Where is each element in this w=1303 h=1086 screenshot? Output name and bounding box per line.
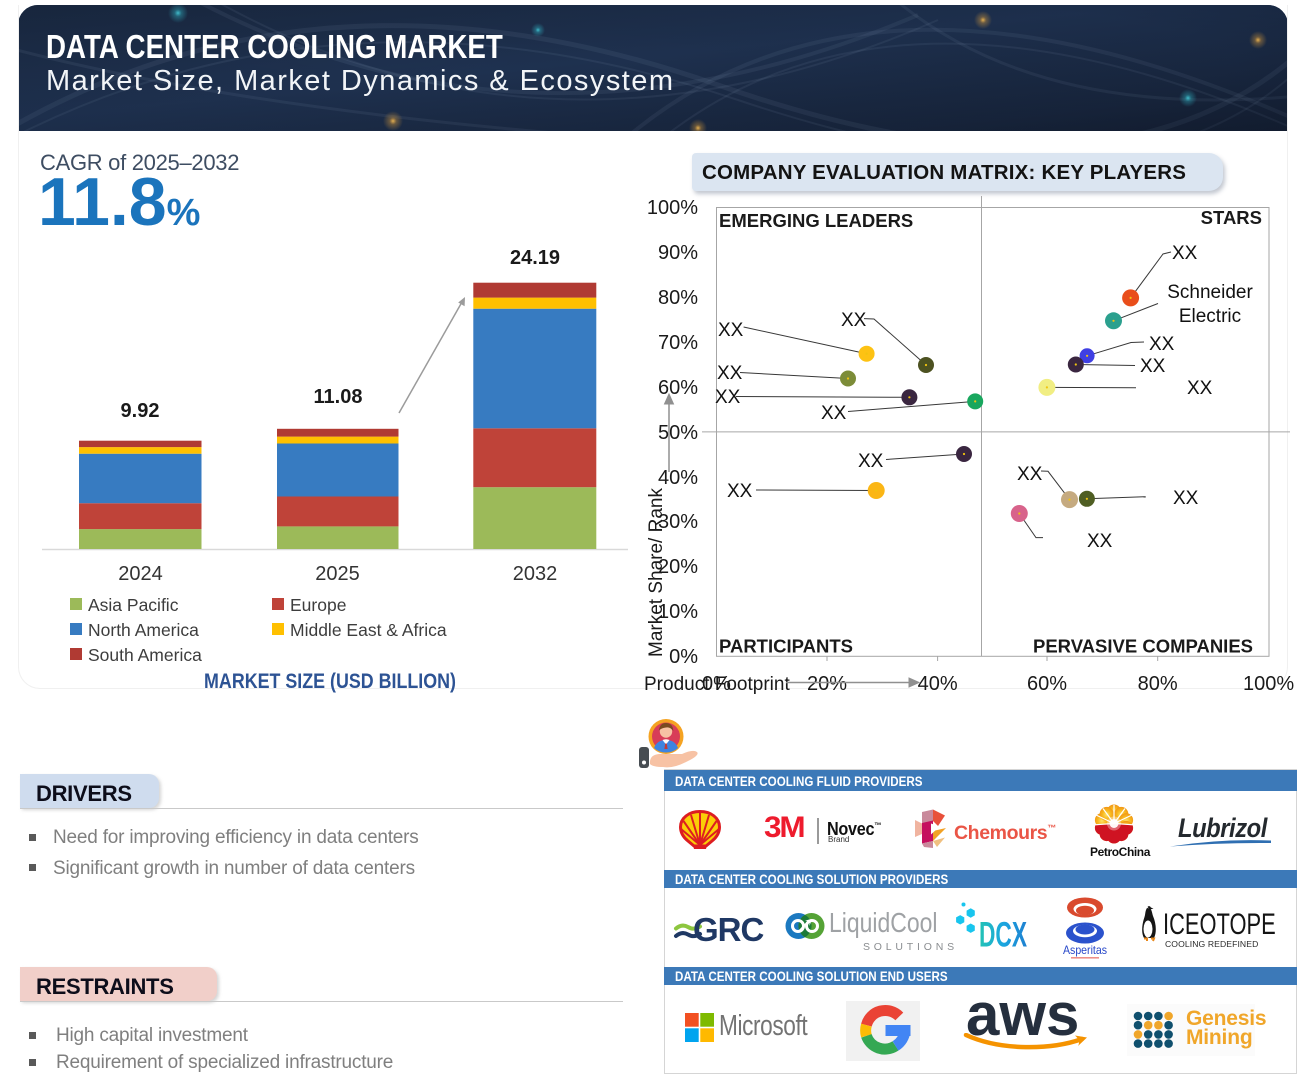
svg-text:Product Footprint: Product Footprint	[644, 674, 790, 695]
svg-text:10%: 10%	[658, 601, 698, 623]
svg-text:2024: 2024	[118, 563, 163, 585]
svg-text:XX: XX	[821, 403, 847, 424]
svg-text:XX: XX	[718, 320, 744, 341]
svg-text:PARTICIPANTS: PARTICIPANTS	[719, 636, 853, 657]
svg-text:80%: 80%	[658, 287, 698, 309]
svg-text:DCX: DCX	[979, 916, 1027, 951]
svg-text:11.08: 11.08	[314, 386, 363, 408]
svg-text:60%: 60%	[658, 377, 698, 399]
svg-text:9.92: 9.92	[121, 400, 160, 422]
svg-text:20%: 20%	[807, 673, 847, 695]
svg-text:XX: XX	[715, 387, 741, 408]
svg-text:100%: 100%	[1243, 673, 1294, 695]
svg-text:XX: XX	[1172, 243, 1198, 264]
svg-text:STARS: STARS	[1201, 207, 1262, 228]
svg-text:50%: 50%	[658, 422, 698, 444]
svg-text:2025: 2025	[315, 563, 360, 585]
svg-text:XX: XX	[1140, 356, 1166, 377]
svg-text:0%: 0%	[702, 673, 731, 695]
svg-text:XX: XX	[858, 451, 884, 472]
svg-text:0%: 0%	[669, 646, 698, 668]
svg-text:XX: XX	[1173, 488, 1199, 509]
svg-text:100%: 100%	[647, 197, 698, 219]
svg-text:XX: XX	[727, 481, 753, 502]
svg-text:EMERGING LEADERS: EMERGING LEADERS	[719, 210, 913, 231]
svg-text:90%: 90%	[658, 242, 698, 264]
svg-text:2032: 2032	[513, 563, 558, 585]
svg-text:80%: 80%	[1138, 673, 1178, 695]
svg-text:XX: XX	[1017, 464, 1043, 485]
svg-text:20%: 20%	[658, 556, 698, 578]
svg-text:XX: XX	[717, 363, 743, 384]
svg-text:XX: XX	[1187, 378, 1213, 399]
svg-text:24.19: 24.19	[510, 247, 560, 269]
svg-text:40%: 40%	[918, 673, 958, 695]
svg-text:Asperitas: Asperitas	[1063, 943, 1107, 957]
svg-text:70%: 70%	[658, 332, 698, 354]
svg-text:Schneider: Schneider	[1167, 282, 1253, 303]
svg-text:Electric: Electric	[1179, 306, 1241, 327]
svg-text:40%: 40%	[658, 467, 698, 489]
svg-text:60%: 60%	[1027, 673, 1067, 695]
svg-text:XX: XX	[1149, 334, 1175, 355]
svg-text:GRC: GRC	[693, 911, 764, 946]
svg-text:XX: XX	[1087, 531, 1113, 552]
svg-text:PERVASIVE COMPANIES: PERVASIVE COMPANIES	[1033, 636, 1253, 657]
svg-text:30%: 30%	[658, 511, 698, 533]
svg-text:XX: XX	[841, 310, 867, 331]
svg-text:Market Share/ Rank: Market Share/ Rank	[646, 488, 667, 657]
